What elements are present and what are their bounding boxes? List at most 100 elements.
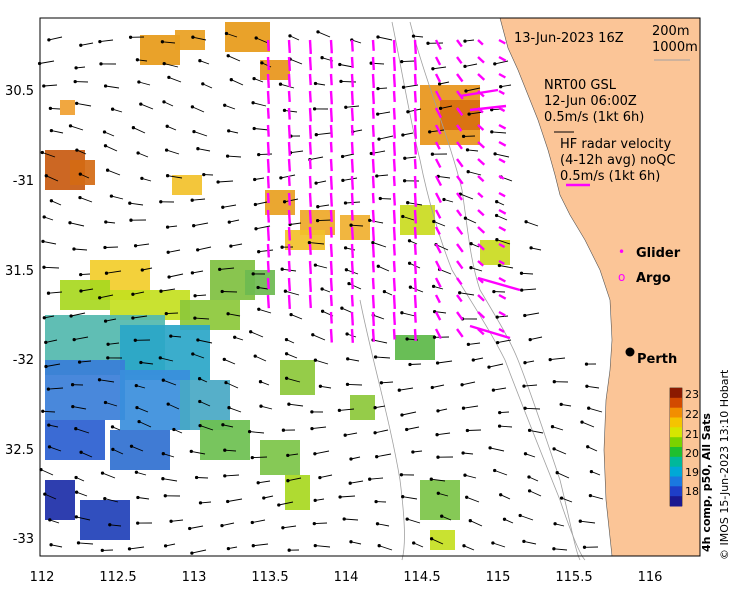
model-vector	[431, 538, 444, 545]
model-vector	[224, 358, 236, 365]
model-vector	[171, 519, 184, 522]
model-vector-head	[405, 337, 409, 341]
model-vector	[468, 171, 482, 176]
glider-symbol: •	[618, 245, 626, 259]
radar-vector	[329, 175, 333, 190]
model-vector-head	[461, 406, 466, 410]
radar-vector	[413, 294, 417, 309]
model-vector-head	[287, 402, 291, 406]
model-vector	[309, 156, 324, 161]
model-vector	[285, 290, 300, 296]
radar-vector	[266, 73, 270, 88]
model-vector	[49, 446, 62, 452]
model-vector-head	[491, 388, 496, 392]
model-vector-head	[105, 168, 110, 172]
model-vector	[561, 403, 572, 407]
model-vector-head	[340, 306, 344, 310]
colorbar-band	[670, 447, 682, 458]
model-vector-head	[369, 61, 373, 65]
model-vector-head	[460, 383, 464, 387]
model-vector-head	[376, 35, 380, 39]
model-vector-head	[108, 523, 112, 527]
radar-vector	[392, 141, 396, 156]
radar-vector	[477, 56, 485, 64]
model-vector	[432, 66, 447, 70]
x-tick-label: 115.5	[555, 570, 593, 585]
radar-vector	[413, 90, 417, 103]
model-vector	[191, 549, 207, 554]
model-vector	[202, 83, 213, 89]
model-vector	[369, 477, 384, 480]
model-vector-head	[163, 544, 168, 548]
model-vector-head	[188, 526, 192, 531]
model-vector	[438, 492, 449, 497]
radar-vector	[287, 107, 291, 120]
model-vector-head	[191, 352, 195, 356]
model-vector-head	[165, 225, 170, 229]
model-vector-head	[527, 428, 532, 433]
model-vector-head	[223, 474, 227, 478]
model-vector	[258, 249, 274, 253]
model-vector	[488, 363, 504, 368]
radar-vector	[371, 175, 375, 189]
radar-vector	[456, 124, 463, 132]
model-vector-head	[346, 357, 350, 361]
model-vector	[163, 379, 177, 386]
credit-label: © IMOS 15-Jun-2023 13:10 Hobart	[718, 369, 731, 560]
model-vector	[464, 63, 478, 67]
model-vector-head	[438, 106, 443, 111]
model-vector	[250, 331, 264, 338]
model-vector-head	[44, 174, 48, 178]
radar-vector	[434, 243, 442, 254]
radar-vector	[266, 158, 270, 173]
colorbar-band	[670, 388, 682, 399]
radar-vector	[392, 328, 396, 340]
model-vector	[311, 426, 327, 430]
y-tick-label: -32	[12, 353, 34, 368]
sst-patch	[420, 480, 460, 520]
model-vector	[561, 497, 573, 503]
model-vector-head	[194, 475, 199, 480]
model-vector-head	[442, 197, 446, 202]
colorbar-band	[670, 437, 682, 448]
radar-vector	[266, 192, 270, 204]
model-vector-head	[374, 499, 378, 504]
model-vector	[197, 246, 212, 251]
model-vector-head	[589, 469, 594, 474]
colorbar-band	[670, 496, 682, 507]
model-vector-head	[428, 130, 432, 134]
model-vector-head	[254, 227, 258, 231]
radar-vector	[434, 260, 443, 272]
model-vector	[495, 153, 510, 158]
model-vector-head	[140, 176, 144, 181]
model-vector	[192, 353, 205, 359]
x-tick-label: 116	[637, 570, 663, 585]
radar-vector	[308, 226, 312, 239]
model-vector	[162, 478, 178, 482]
model-vector	[467, 149, 479, 152]
model-vector-head	[316, 205, 320, 209]
model-vector	[260, 405, 273, 410]
model-vector	[99, 294, 114, 299]
model-vector	[520, 515, 534, 521]
radar-vector	[456, 260, 464, 270]
model-vector-head	[44, 364, 48, 369]
model-vector-head	[165, 174, 170, 178]
model-vector-head	[256, 481, 260, 485]
model-vector	[317, 219, 333, 222]
model-vector-head	[284, 352, 289, 356]
x-tick-label: 113	[181, 570, 207, 585]
model-vector	[199, 425, 214, 431]
model-vector-head	[190, 198, 194, 202]
radar-vector	[266, 260, 270, 273]
model-vector-head	[349, 457, 353, 461]
radar-vector	[329, 192, 333, 207]
radar-vector	[371, 226, 375, 241]
model-vector	[42, 240, 57, 245]
model-vector	[315, 359, 329, 365]
radar-vector	[308, 158, 312, 170]
model-vector-head	[251, 544, 255, 548]
model-vector-head	[131, 316, 135, 320]
model-vector	[252, 519, 266, 523]
model-vector-head	[99, 62, 103, 66]
